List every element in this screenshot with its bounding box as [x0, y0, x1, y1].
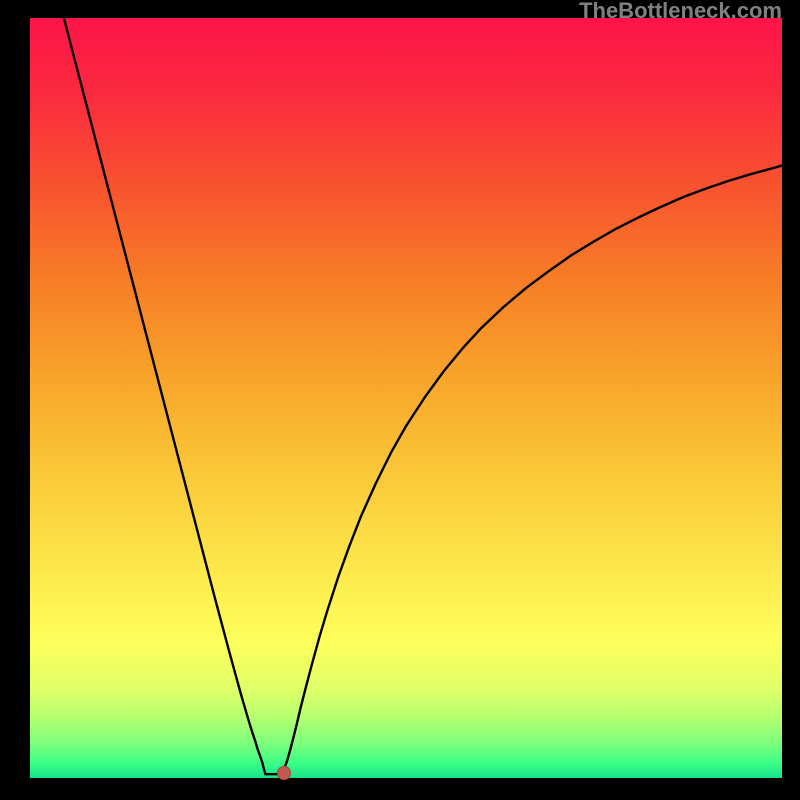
- curve-layer: [30, 18, 782, 778]
- plot-area: [30, 18, 782, 778]
- bottleneck-curve: [64, 18, 782, 774]
- optimum-marker: [277, 766, 291, 780]
- chart-frame: TheBottleneck.com: [0, 0, 800, 800]
